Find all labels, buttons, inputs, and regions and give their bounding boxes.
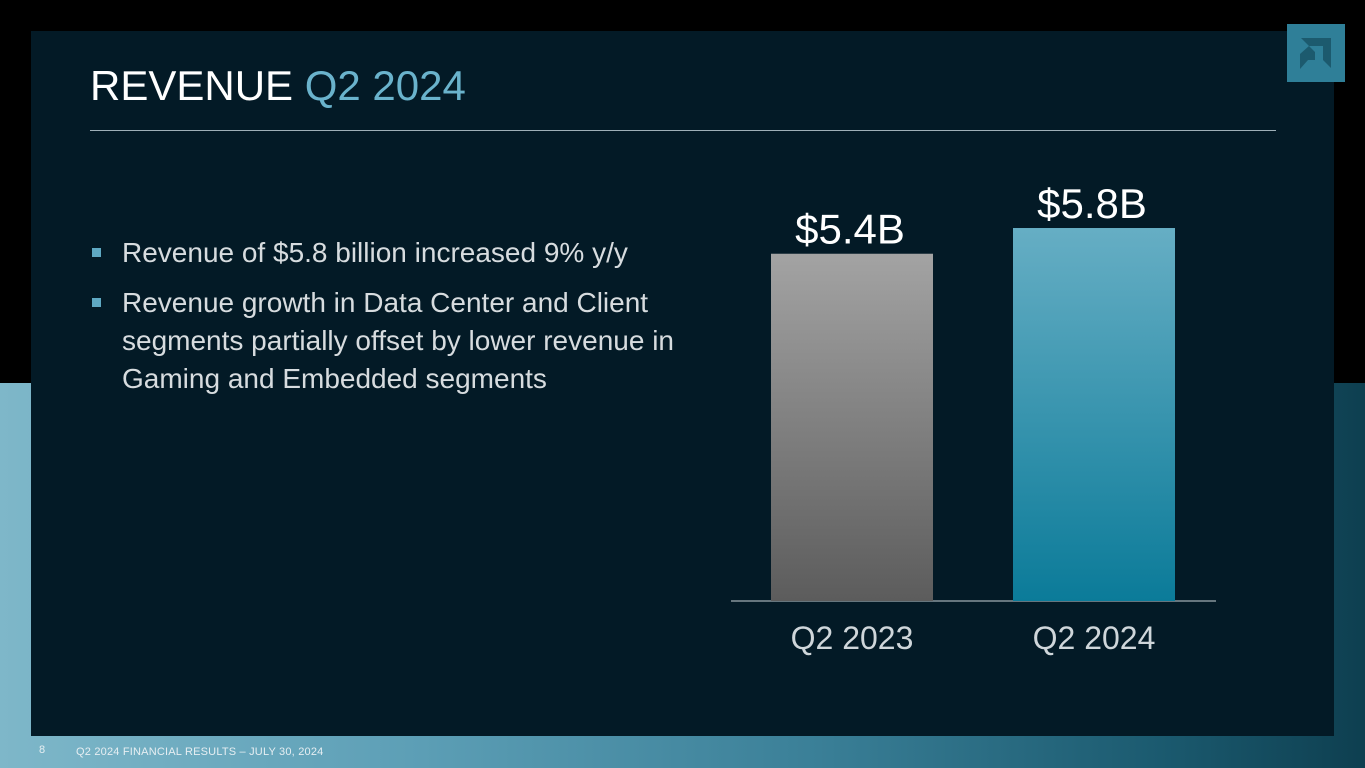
title-accent: Q2 2024 [304,62,466,109]
square-bullet-icon [92,248,101,257]
amd-logo-icon [1287,24,1345,82]
bar-q2-2024 [1013,228,1175,601]
slide-title: REVENUE Q2 2024 [90,62,466,110]
bullet-text: Revenue of $5.8 billion increased 9% y/y [122,237,628,268]
bar-q2-2023 [771,253,933,601]
bullet-item: Revenue growth in Data Center and Client… [90,284,700,398]
bullet-item: Revenue of $5.8 billion increased 9% y/y [90,234,700,272]
bullet-list: Revenue of $5.8 billion increased 9% y/y… [90,234,700,410]
x-tick-label: Q2 2024 [1033,620,1156,656]
page-number: 8 [39,744,46,756]
bar-value-label: $5.8B [1037,180,1147,227]
square-bullet-icon [92,298,101,307]
x-tick-label: Q2 2023 [791,620,914,656]
title-divider [90,130,1276,131]
bullet-text: Revenue growth in Data Center and Client… [122,287,674,394]
footer-text: Q2 2024 FINANCIAL RESULTS – JULY 30, 202… [76,746,324,758]
bar-value-label: $5.4B [795,206,905,253]
title-main: REVENUE [90,62,294,109]
